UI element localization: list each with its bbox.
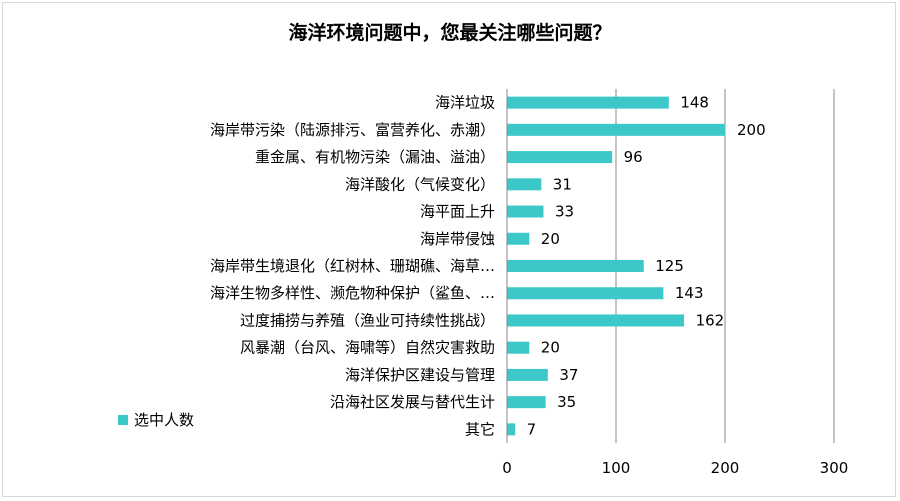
category-label-10: 海洋保护区建设与管理 bbox=[345, 366, 495, 384]
bar-4 bbox=[507, 205, 544, 218]
data-label-0: 148 bbox=[680, 94, 709, 112]
category-label-0: 海洋垃圾 bbox=[435, 94, 495, 112]
data-label-11: 35 bbox=[557, 393, 576, 411]
bar-9 bbox=[507, 341, 530, 354]
category-label-1: 海岸带污染（陆源排污、富营养化、赤潮） bbox=[210, 121, 495, 139]
bar-2 bbox=[507, 151, 613, 164]
bar-1 bbox=[507, 123, 726, 136]
bar-5 bbox=[507, 232, 530, 245]
category-label-3: 海洋酸化（气候变化） bbox=[345, 175, 495, 193]
x-tick-label-1: 100 bbox=[602, 459, 631, 477]
data-label-12: 7 bbox=[527, 420, 537, 438]
category-label-6: 海岸带生境退化（红树林、珊瑚礁、海草… bbox=[210, 257, 495, 275]
legend-swatch bbox=[118, 414, 128, 425]
data-label-10: 37 bbox=[559, 366, 578, 384]
category-label-9: 风暴潮（台风、海啸等）自然灾害救助 bbox=[240, 339, 495, 357]
data-label-6: 125 bbox=[655, 257, 684, 275]
bar-7 bbox=[507, 287, 664, 300]
category-label-8: 过度捕捞与养殖（渔业可持续性挑战） bbox=[240, 311, 495, 329]
x-tick-label-2: 200 bbox=[711, 459, 740, 477]
data-label-4: 33 bbox=[555, 203, 574, 221]
chart-title: 海洋环境问题中，您最关注哪些问题？ bbox=[288, 22, 612, 44]
bar-11 bbox=[507, 396, 546, 409]
category-label-12: 其它 bbox=[465, 420, 495, 438]
bar-3 bbox=[507, 178, 542, 191]
bar-0 bbox=[507, 96, 669, 109]
data-label-1: 200 bbox=[737, 121, 766, 139]
data-label-5: 20 bbox=[541, 230, 560, 248]
data-label-8: 162 bbox=[696, 311, 725, 329]
x-tick-label-3: 300 bbox=[820, 459, 849, 477]
bar-6 bbox=[507, 260, 644, 272]
x-tick-label-0: 0 bbox=[502, 459, 512, 477]
bar-12 bbox=[507, 423, 516, 436]
data-label-2: 96 bbox=[624, 148, 643, 166]
category-label-4: 海平面上升 bbox=[420, 203, 495, 221]
category-label-2: 重金属、有机物污染（漏油、溢油） bbox=[255, 148, 495, 166]
data-label-3: 31 bbox=[553, 175, 572, 193]
category-label-7: 海洋生物多样性、濒危物种保护（鲨鱼、… bbox=[210, 284, 495, 302]
legend: 选中人数 bbox=[118, 409, 194, 430]
bar-10 bbox=[507, 368, 548, 381]
category-label-11: 沿海社区发展与替代生计 bbox=[330, 393, 495, 411]
data-label-9: 20 bbox=[541, 339, 560, 357]
legend-label: 选中人数 bbox=[134, 411, 195, 429]
category-label-5: 海岸带侵蚀 bbox=[420, 230, 495, 248]
bar-8 bbox=[507, 314, 685, 327]
data-label-7: 143 bbox=[675, 284, 704, 302]
